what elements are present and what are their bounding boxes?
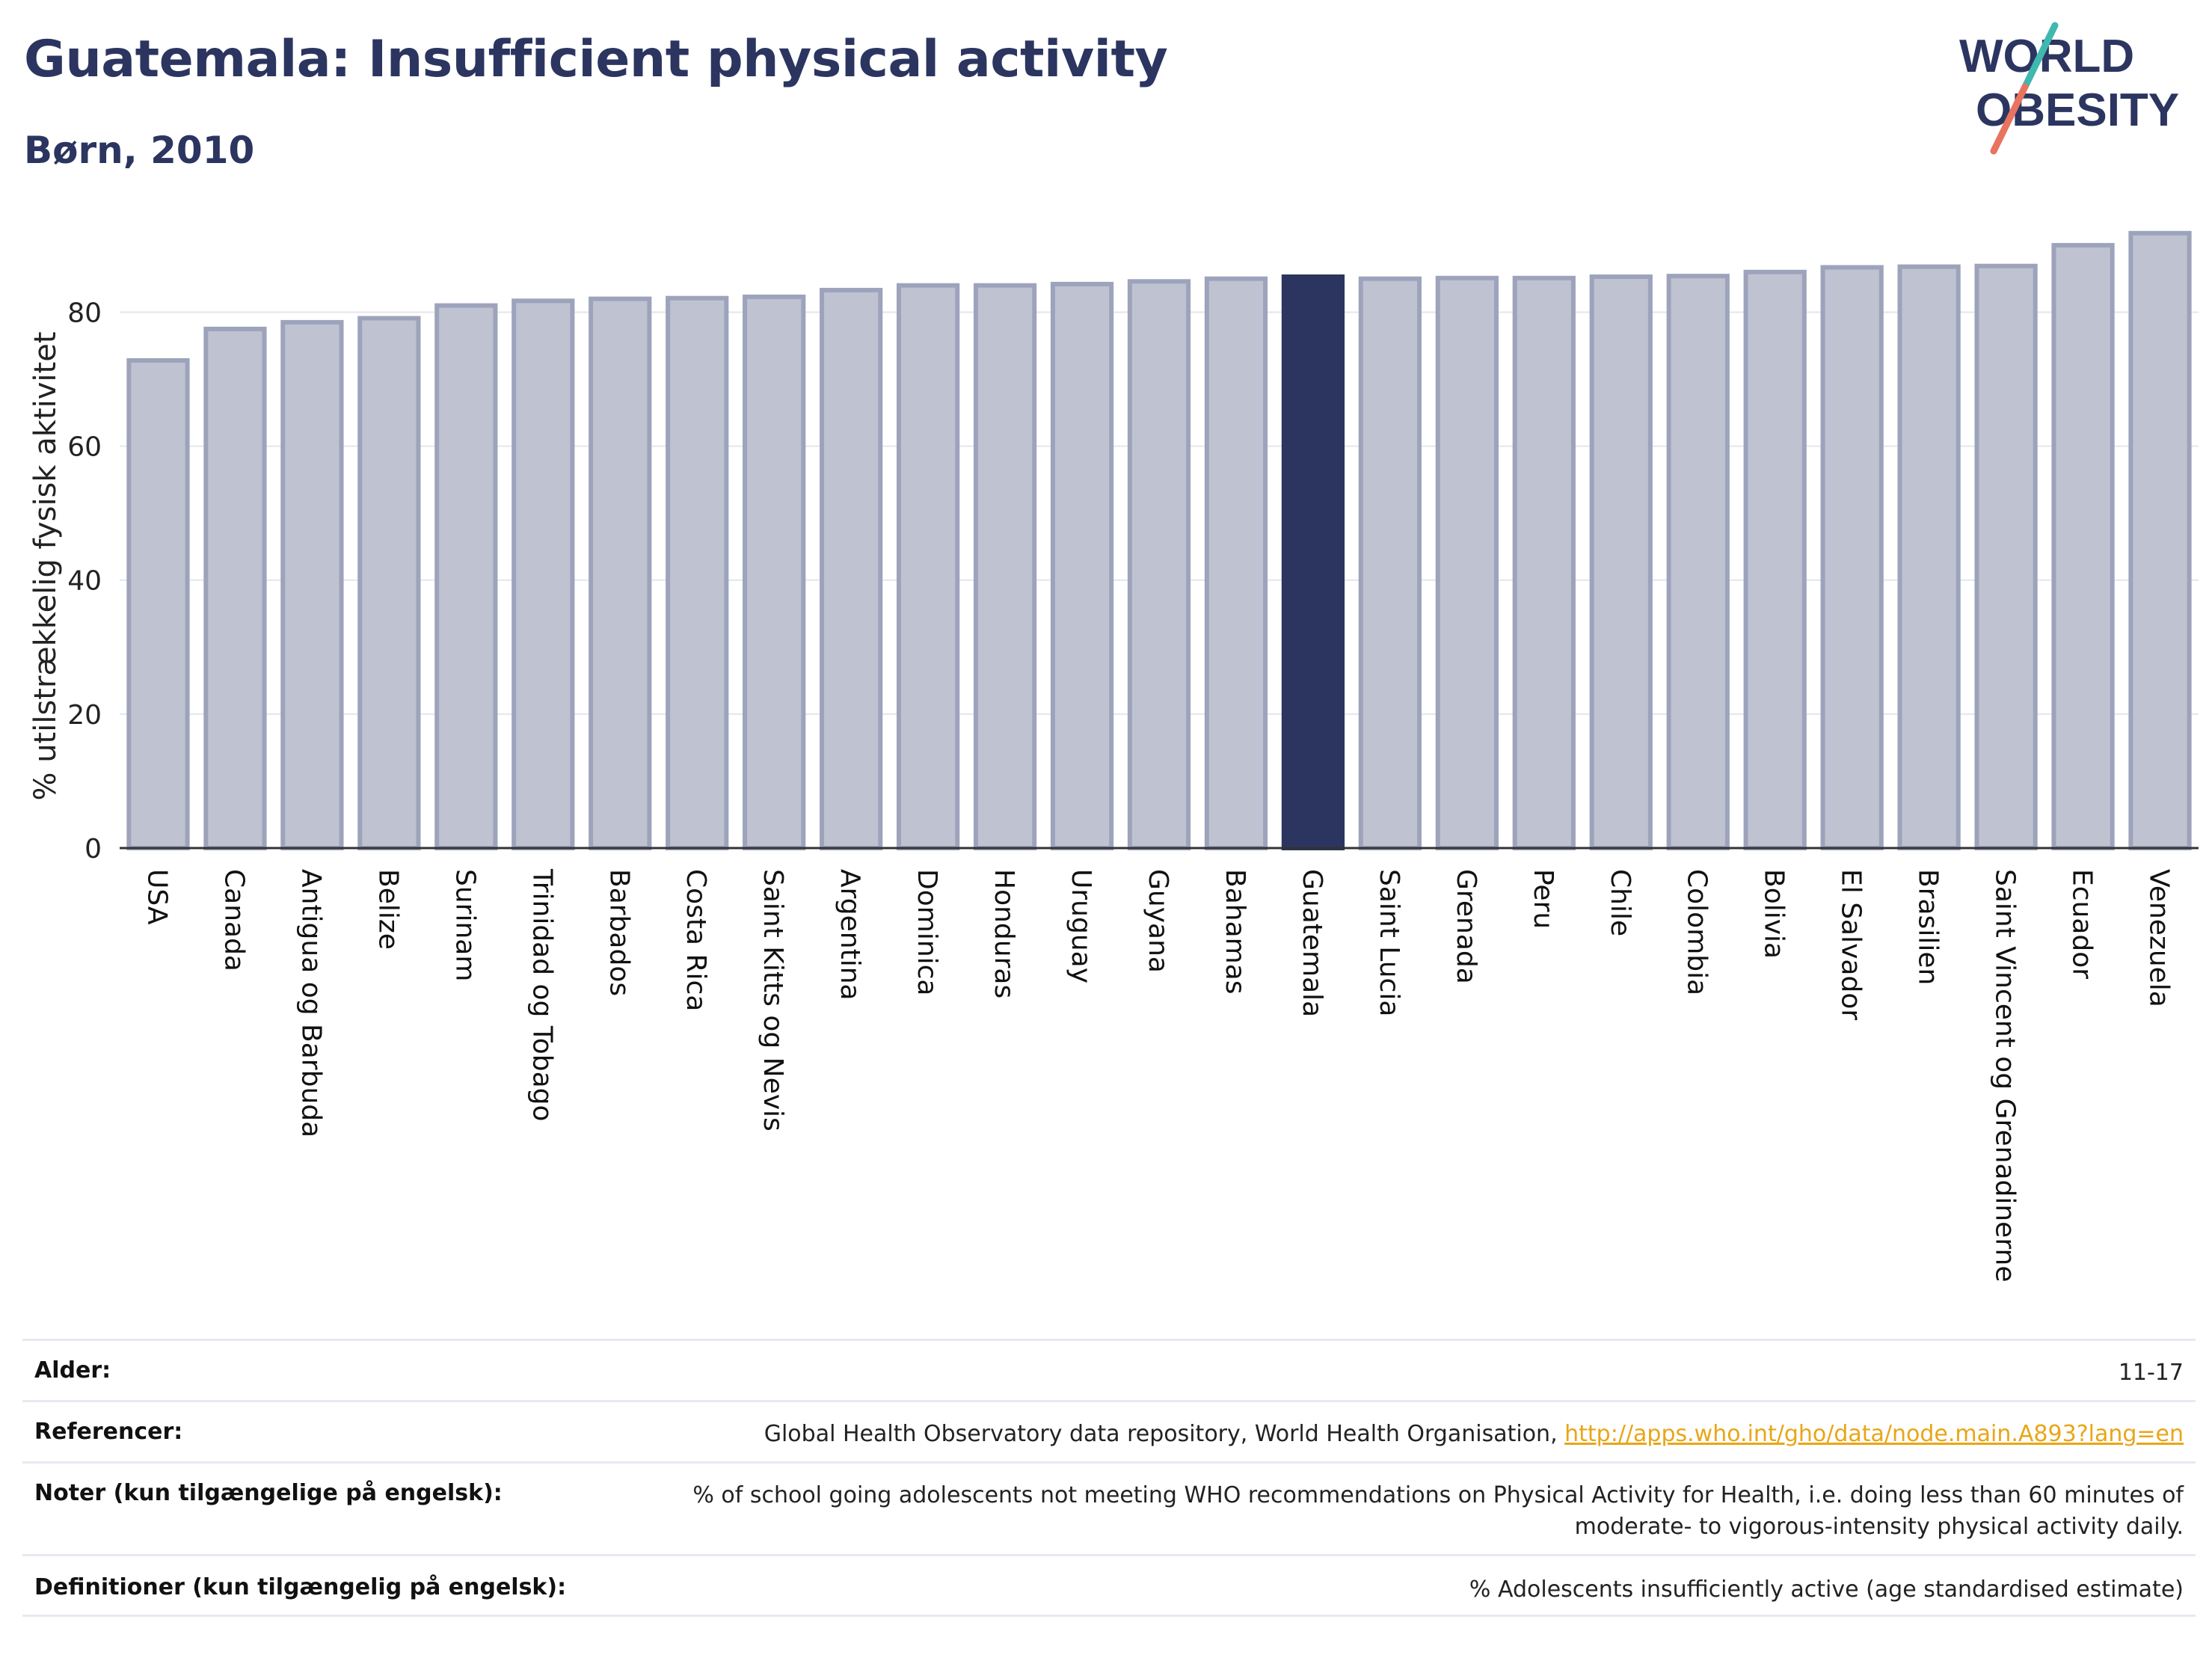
x-tick-label: El Salvador xyxy=(1836,869,1867,1020)
x-tick-label: Brasilien xyxy=(1913,869,1944,985)
x-tick-label: Saint Vincent og Grenadinerne xyxy=(1990,869,2021,1282)
info-row-definitions: Definitioner (kun tilgængelig på engelsk… xyxy=(22,1554,2196,1617)
bar-colombia[interactable] xyxy=(1666,274,1730,850)
x-tick-label: Peru xyxy=(1528,869,1558,929)
y-axis-title: % utilstrækkelig fysisk aktivitet xyxy=(28,331,63,800)
x-tick-label: Canada xyxy=(218,869,249,971)
info-row-references: Referencer: Global Health Observatory da… xyxy=(22,1400,2196,1461)
info-value: Global Health Observatory data repositor… xyxy=(764,1419,2184,1450)
x-tick-label: Grenada xyxy=(1451,869,1481,984)
info-row-notes: Noter (kun tilgængelige på engelsk): % o… xyxy=(22,1461,2196,1554)
x-tick-label: Barbados xyxy=(603,869,634,996)
x-tick-label: Saint Lucia xyxy=(1374,869,1404,1016)
bar-guyana[interactable] xyxy=(1127,279,1191,850)
bar-belize[interactable] xyxy=(357,316,421,850)
x-tick-label: Belize xyxy=(372,869,403,950)
bar-bahamas[interactable] xyxy=(1204,276,1268,850)
x-tick-label: Guyana xyxy=(1143,869,1173,973)
x-tick-label: Venezuela xyxy=(2144,869,2175,1007)
y-tick-label: 40 xyxy=(67,566,102,597)
x-tick-label: Argentina xyxy=(835,869,865,1001)
x-tick-label: Costa Rica xyxy=(681,869,711,1011)
y-tick-label: 80 xyxy=(67,298,102,328)
info-label: Definitioner (kun tilgængelig på engelsk… xyxy=(34,1574,567,1600)
y-tick-label: 20 xyxy=(67,700,102,731)
x-tick-label: Trinidad og Tobago xyxy=(526,868,557,1122)
notes-line-1: % of school going adolescents not meetin… xyxy=(692,1482,2184,1508)
bar-honduras[interactable] xyxy=(973,283,1037,850)
bar-bolivia[interactable] xyxy=(1743,269,1807,850)
bar-el-salvador[interactable] xyxy=(1820,265,1884,851)
page-subtitle: Børn, 2010 xyxy=(24,129,255,172)
info-label: Referencer: xyxy=(34,1419,183,1445)
bar-ecuador[interactable] xyxy=(2051,242,2115,851)
x-tick-label: Honduras xyxy=(989,869,1019,998)
x-tick-label: Dominica xyxy=(912,869,942,996)
bar-canada[interactable] xyxy=(203,326,267,850)
bar-trinidad-og-tobago[interactable] xyxy=(511,298,575,850)
bar-dominica[interactable] xyxy=(896,283,960,850)
x-tick-label: Saint Kitts og Nevis xyxy=(758,869,788,1132)
x-tick-label: Bolivia xyxy=(1759,869,1789,959)
bar-peru[interactable] xyxy=(1512,275,1576,850)
x-tick-label: Ecuador xyxy=(2067,869,2098,979)
x-tick-label: Chile xyxy=(1605,869,1635,936)
bar-guatemala[interactable] xyxy=(1281,274,1345,851)
bar-chile[interactable] xyxy=(1589,274,1653,851)
page-title: Guatemala: Insufficient physical activit… xyxy=(24,30,1168,89)
x-tick-label: Uruguay xyxy=(1066,869,1096,983)
notes-line-2: moderate- to vigorous-intensity physical… xyxy=(1574,1514,2184,1540)
x-tick-label: Colombia xyxy=(1682,869,1712,995)
bar-venezuela[interactable] xyxy=(2128,230,2192,850)
bar-costa-rica[interactable] xyxy=(666,295,729,850)
x-tick-label: Surinam xyxy=(449,869,480,981)
bar-antigua-og-barbuda[interactable] xyxy=(280,319,344,851)
reference-text: Global Health Observatory data repositor… xyxy=(764,1421,1565,1447)
info-label: Noter (kun tilgængelige på engelsk): xyxy=(34,1480,503,1506)
bar-brasilien[interactable] xyxy=(1897,264,1961,850)
info-value: 11-17 xyxy=(2118,1360,2184,1386)
svg-text:OBESITY: OBESITY xyxy=(1976,85,2179,136)
bar-saint-vincent-og-grenadinerne[interactable] xyxy=(1974,263,2038,850)
bar-uruguay[interactable] xyxy=(1050,281,1114,851)
bar-saint-lucia[interactable] xyxy=(1358,276,1422,850)
bar-barbados[interactable] xyxy=(589,296,652,850)
bar-chart: 0 20 40 60 80% utilstrækkelig fysisk aktivit… xyxy=(28,230,2199,1282)
info-row-age: Alder: 11-17 xyxy=(22,1339,2196,1400)
info-value: % of school going adolescents not meetin… xyxy=(692,1480,2184,1543)
y-tick-label: 0 xyxy=(85,834,102,865)
bar-saint-kitts-og-nevis[interactable] xyxy=(743,294,806,851)
bar-surinam[interactable] xyxy=(434,303,498,850)
x-tick-label: Bahamas xyxy=(1220,869,1250,995)
x-tick-label: USA xyxy=(141,869,172,925)
bar-argentina[interactable] xyxy=(820,287,883,850)
info-label: Alder: xyxy=(34,1357,111,1384)
bar-usa[interactable] xyxy=(126,357,190,850)
reference-link[interactable]: http://apps.who.int/gho/data/node.main.A… xyxy=(1564,1421,2184,1447)
x-tick-label: Guatemala xyxy=(1297,869,1327,1017)
world-obesity-logo: WORLD OBESITY xyxy=(1959,22,2179,155)
bar-grenada[interactable] xyxy=(1435,275,1499,850)
info-table: Alder: 11-17 Referencer: Global Health O… xyxy=(22,1339,2196,1617)
info-value: % Adolescents insufficiently active (age… xyxy=(1469,1576,2184,1603)
x-tick-label: Antigua og Barbuda xyxy=(295,869,326,1137)
y-tick-label: 60 xyxy=(67,432,102,463)
